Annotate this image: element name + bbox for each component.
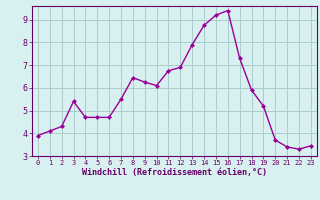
- X-axis label: Windchill (Refroidissement éolien,°C): Windchill (Refroidissement éolien,°C): [82, 168, 267, 177]
